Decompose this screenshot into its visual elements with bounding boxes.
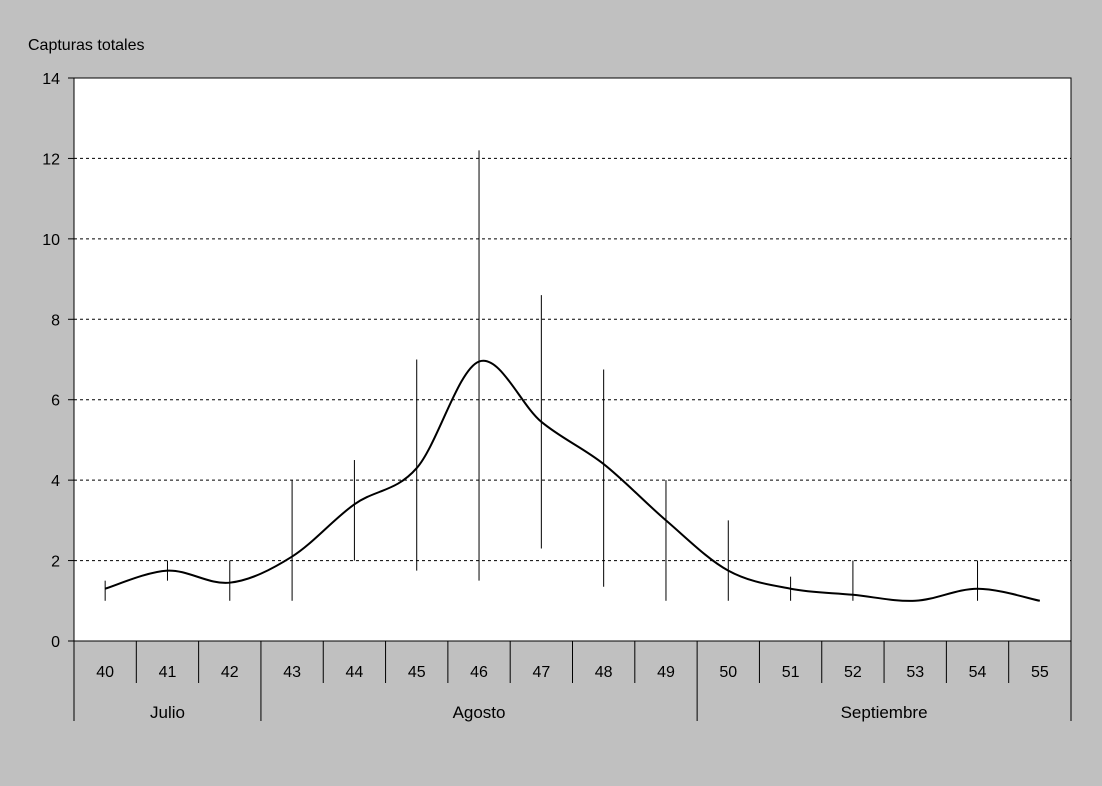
plot-area xyxy=(73,77,1072,642)
y-tick-label: 8 xyxy=(51,312,60,329)
x-tick-label: 49 xyxy=(657,664,675,681)
y-axis-ticks: 0 2 4 6 8 10 12 14 xyxy=(42,71,74,651)
y-tick-label: 14 xyxy=(42,71,60,88)
x-tick-label: 52 xyxy=(844,664,862,681)
y-tick-label: 2 xyxy=(51,554,60,571)
y-tick-label: 6 xyxy=(51,393,60,410)
y-axis-label: Capturas totales xyxy=(28,37,145,54)
x-tick-label: 45 xyxy=(408,664,426,681)
x-axis: 40 41 42 43 44 45 46 47 48 49 50 51 52 53 54 55 Julio Ago… xyxy=(73,641,1072,722)
x-tick-label: 41 xyxy=(159,664,177,681)
month-label: Agosto xyxy=(453,703,506,722)
x-tick-label: 53 xyxy=(906,664,924,681)
error-bars xyxy=(104,150,979,601)
y-tick-label: 4 xyxy=(51,473,60,490)
y-tick-label: 10 xyxy=(42,232,60,249)
x-tick-label: 46 xyxy=(470,664,488,681)
x-tick-label: 42 xyxy=(221,664,239,681)
y-tick-label: 12 xyxy=(42,151,60,168)
x-tick-label: 51 xyxy=(782,664,800,681)
x-tick-label: 44 xyxy=(346,664,364,681)
x-tick-label: 54 xyxy=(969,664,987,681)
x-tick-label: 48 xyxy=(595,664,613,681)
month-label: Septiembre xyxy=(841,703,928,722)
x-tick-label: 47 xyxy=(532,664,550,681)
y-tick-label: 0 xyxy=(51,634,60,651)
x-tick-label: 50 xyxy=(719,664,737,681)
x-tick-label: 55 xyxy=(1031,664,1049,681)
grid-lines xyxy=(74,157,1071,562)
x-tick-label: 40 xyxy=(96,664,114,681)
month-label: Julio xyxy=(150,703,185,722)
x-tick-label: 43 xyxy=(283,664,301,681)
series-line xyxy=(104,359,1041,602)
